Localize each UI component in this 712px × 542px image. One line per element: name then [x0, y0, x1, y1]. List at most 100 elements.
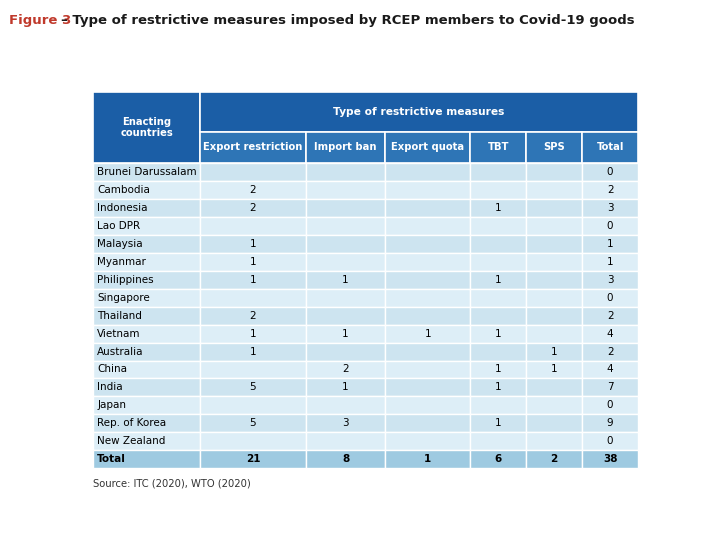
- Bar: [471, 163, 526, 181]
- Text: 4: 4: [607, 328, 614, 339]
- Bar: [200, 378, 306, 396]
- Text: 1: 1: [250, 346, 256, 357]
- Bar: [471, 433, 526, 450]
- Text: 1: 1: [607, 257, 614, 267]
- Bar: [385, 253, 471, 271]
- Bar: [306, 433, 385, 450]
- Bar: [93, 289, 200, 307]
- Text: 5: 5: [250, 418, 256, 428]
- Bar: [200, 325, 306, 343]
- Bar: [306, 163, 385, 181]
- Text: 1: 1: [607, 239, 614, 249]
- Text: 1: 1: [250, 239, 256, 249]
- Bar: [471, 235, 526, 253]
- Text: 1: 1: [250, 328, 256, 339]
- Bar: [582, 325, 638, 343]
- Bar: [582, 343, 638, 360]
- Bar: [306, 199, 385, 217]
- Bar: [306, 396, 385, 414]
- Text: 8: 8: [342, 454, 349, 464]
- Bar: [385, 343, 471, 360]
- Bar: [526, 217, 582, 235]
- Bar: [471, 181, 526, 199]
- Text: 5: 5: [250, 383, 256, 392]
- Bar: [471, 307, 526, 325]
- Bar: [526, 360, 582, 378]
- Bar: [93, 217, 200, 235]
- Bar: [306, 343, 385, 360]
- Text: Lao DPR: Lao DPR: [98, 221, 140, 231]
- Text: 3: 3: [607, 275, 614, 285]
- Text: – Type of restrictive measures imposed by RCEP members to Covid-19 goods: – Type of restrictive measures imposed b…: [61, 14, 634, 27]
- Text: Rep. of Korea: Rep. of Korea: [98, 418, 167, 428]
- Bar: [306, 253, 385, 271]
- Bar: [582, 253, 638, 271]
- Bar: [582, 378, 638, 396]
- Text: 38: 38: [603, 454, 617, 464]
- Text: New Zealand: New Zealand: [98, 436, 166, 446]
- Bar: [306, 289, 385, 307]
- Text: Cambodia: Cambodia: [98, 185, 150, 195]
- Bar: [385, 360, 471, 378]
- Bar: [471, 271, 526, 289]
- Bar: [582, 450, 638, 468]
- Text: 1: 1: [424, 454, 431, 464]
- Text: 2: 2: [250, 203, 256, 213]
- Bar: [306, 132, 385, 163]
- Bar: [471, 360, 526, 378]
- Text: 1: 1: [342, 328, 349, 339]
- Text: 3: 3: [607, 203, 614, 213]
- Bar: [582, 217, 638, 235]
- Bar: [385, 396, 471, 414]
- Bar: [582, 360, 638, 378]
- Bar: [471, 396, 526, 414]
- Bar: [200, 199, 306, 217]
- Bar: [306, 360, 385, 378]
- Bar: [526, 378, 582, 396]
- Bar: [582, 163, 638, 181]
- Bar: [385, 307, 471, 325]
- Bar: [200, 235, 306, 253]
- Text: 2: 2: [550, 454, 557, 464]
- Bar: [582, 235, 638, 253]
- Bar: [93, 92, 200, 163]
- Text: Export restriction: Export restriction: [204, 143, 303, 152]
- Bar: [582, 307, 638, 325]
- Bar: [200, 92, 638, 132]
- Text: 0: 0: [607, 436, 613, 446]
- Text: 1: 1: [250, 257, 256, 267]
- Text: 1: 1: [250, 275, 256, 285]
- Text: Indonesia: Indonesia: [98, 203, 148, 213]
- Bar: [385, 433, 471, 450]
- Text: Thailand: Thailand: [98, 311, 142, 321]
- Text: 2: 2: [607, 311, 614, 321]
- Bar: [306, 378, 385, 396]
- Bar: [93, 307, 200, 325]
- Text: 2: 2: [607, 346, 614, 357]
- Bar: [471, 325, 526, 343]
- Text: Export quota: Export quota: [391, 143, 464, 152]
- Bar: [471, 343, 526, 360]
- Bar: [526, 450, 582, 468]
- Text: TBT: TBT: [488, 143, 509, 152]
- Bar: [306, 271, 385, 289]
- Bar: [526, 181, 582, 199]
- Bar: [200, 414, 306, 433]
- Bar: [526, 414, 582, 433]
- Bar: [526, 253, 582, 271]
- Text: 0: 0: [607, 293, 613, 303]
- Bar: [471, 217, 526, 235]
- Bar: [582, 132, 638, 163]
- Bar: [306, 307, 385, 325]
- Text: 2: 2: [342, 364, 349, 375]
- Bar: [93, 360, 200, 378]
- Bar: [385, 132, 471, 163]
- Text: 0: 0: [607, 167, 613, 177]
- Bar: [306, 217, 385, 235]
- Bar: [200, 181, 306, 199]
- Bar: [93, 325, 200, 343]
- Bar: [200, 433, 306, 450]
- Text: Total: Total: [98, 454, 126, 464]
- Text: Total: Total: [597, 143, 624, 152]
- Bar: [306, 325, 385, 343]
